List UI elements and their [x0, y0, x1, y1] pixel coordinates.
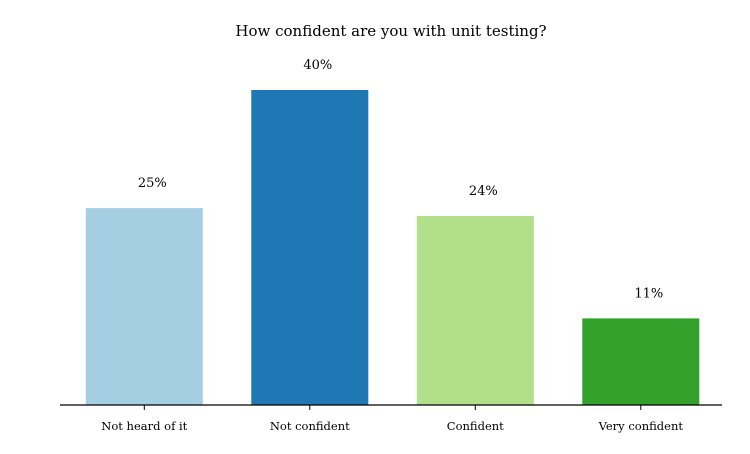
x-tick-label-3: Very confident [598, 419, 684, 433]
data-label-1: 40% [303, 58, 332, 73]
data-label-2: 24% [469, 184, 498, 199]
data-label-3: 11% [634, 286, 663, 301]
x-axis-ticks: Not heard of it Not confident Confident Ver… [101, 405, 683, 433]
x-tick-label-1: Not confident [270, 419, 350, 433]
bar-0 [85, 208, 203, 405]
data-labels-group: 25% 40% 24% 11% [138, 58, 663, 301]
data-label-0: 25% [138, 176, 167, 191]
bar-1 [251, 90, 369, 405]
chart-title: How confident are you with unit testing? [235, 22, 546, 40]
x-tick-label-2: Confident [447, 419, 504, 433]
bar-2 [416, 216, 534, 405]
bars-group [85, 90, 700, 405]
x-tick-label-0: Not heard of it [101, 419, 187, 433]
bar-3 [582, 318, 700, 405]
